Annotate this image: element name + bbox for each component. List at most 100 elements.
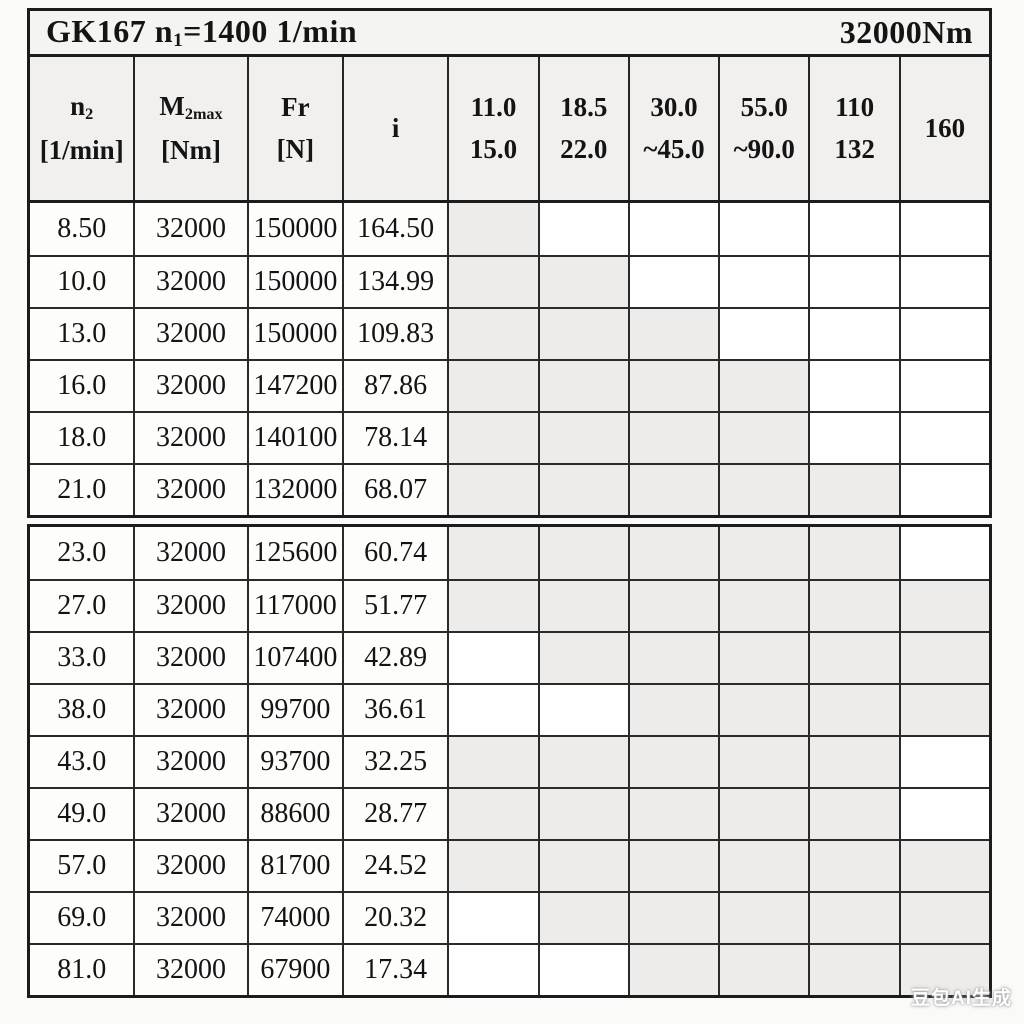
power-range-cell [627, 413, 719, 463]
power-range-cell [718, 309, 809, 359]
power-range-cell [627, 203, 719, 255]
fr-value-cell: 150000 [246, 257, 343, 307]
table-row: 33.0 32000 107400 42.89 [30, 631, 989, 683]
column-header-power-5: 110 132 [808, 57, 898, 200]
table-row: 57.0 32000 81700 24.52 [30, 839, 989, 891]
power-range-cell [808, 633, 899, 683]
power-range-cell [537, 737, 628, 787]
n2-value-cell: 16.0 [30, 361, 134, 411]
n2-value-cell: 38.0 [30, 685, 134, 735]
fr-value-cell: 140100 [246, 413, 343, 463]
ratio-value-cell: 60.74 [342, 527, 448, 579]
table-row: 16.0 32000 147200 87.86 [30, 359, 989, 411]
power-range-cell [718, 527, 809, 579]
power-range-cell [898, 257, 989, 307]
n2-value-cell: 43.0 [30, 737, 134, 787]
ratio-value-cell: 42.89 [342, 633, 448, 683]
n2-value-cell: 33.0 [30, 633, 134, 683]
power-range-cell [537, 257, 628, 307]
power-range-cell [447, 841, 538, 891]
power-range-cell [808, 203, 899, 255]
power-range-cell [627, 893, 719, 943]
fr-value-cell: 81700 [246, 841, 343, 891]
gearbox-model-title: GK167 n1=1400 1/min [46, 13, 358, 51]
power-range-cell [718, 789, 809, 839]
power-range-cell [447, 413, 538, 463]
table-row: 69.0 32000 74000 20.32 [30, 891, 989, 943]
power-range-cell [898, 309, 989, 359]
table-block-upper: GK167 n1=1400 1/min 32000Nm n2 [1/min] M… [27, 8, 992, 518]
fr-value-cell: 67900 [246, 945, 343, 995]
n2-value-cell: 10.0 [30, 257, 134, 307]
n2-value-cell: 69.0 [30, 893, 134, 943]
power-range-cell [898, 527, 989, 579]
power-range-cell [447, 737, 538, 787]
m2max-value-cell: 32000 [133, 309, 247, 359]
power-range-cell [627, 789, 719, 839]
power-range-cell [447, 203, 538, 255]
ratio-value-cell: 134.99 [342, 257, 448, 307]
power-range-cell [898, 841, 989, 891]
n2-value-cell: 49.0 [30, 789, 134, 839]
fr-value-cell: 150000 [246, 203, 343, 255]
spec-sheet: GK167 n1=1400 1/min 32000Nm n2 [1/min] M… [27, 8, 992, 998]
power-range-cell [627, 309, 719, 359]
power-range-cell [898, 581, 989, 631]
table-row: 43.0 32000 93700 32.25 [30, 735, 989, 787]
power-range-cell [808, 527, 899, 579]
m2max-value-cell: 32000 [133, 685, 247, 735]
ratio-value-cell: 28.77 [342, 789, 448, 839]
power-range-cell [537, 465, 628, 515]
fr-value-cell: 117000 [246, 581, 343, 631]
power-range-cell [537, 203, 628, 255]
column-header-i: i [342, 57, 447, 200]
column-header-m2max: M2max [Nm] [133, 57, 246, 200]
power-range-cell [808, 257, 899, 307]
power-range-cell [627, 257, 719, 307]
m2max-value-cell: 32000 [133, 465, 247, 515]
m2max-value-cell: 32000 [133, 203, 247, 255]
power-range-cell [718, 581, 809, 631]
ratio-value-cell: 68.07 [342, 465, 448, 515]
power-range-cell [898, 465, 989, 515]
m2max-value-cell: 32000 [133, 413, 247, 463]
power-range-cell [808, 309, 899, 359]
power-range-cell [537, 893, 628, 943]
table-row: 27.0 32000 117000 51.77 [30, 579, 989, 631]
power-range-cell [537, 309, 628, 359]
power-range-cell [718, 257, 809, 307]
power-range-cell [537, 945, 628, 995]
power-range-cell [718, 945, 809, 995]
power-range-cell [537, 633, 628, 683]
n2-value-cell: 13.0 [30, 309, 134, 359]
power-range-cell [447, 527, 538, 579]
power-range-cell [718, 841, 809, 891]
ratio-value-cell: 20.32 [342, 893, 448, 943]
rows-block-2: 23.0 32000 125600 60.74 27.0 32000 117000 51.77… [30, 527, 989, 995]
fr-value-cell: 88600 [246, 789, 343, 839]
power-range-cell [898, 685, 989, 735]
power-range-cell [627, 465, 719, 515]
ratio-value-cell: 51.77 [342, 581, 448, 631]
column-header-power-2: 18.5 22.0 [537, 57, 628, 200]
power-range-cell [718, 685, 809, 735]
rows-block-1: 8.50 32000 150000 164.50 10.0 32000 150000 134.… [30, 203, 989, 515]
power-range-cell [718, 465, 809, 515]
m2max-value-cell: 32000 [133, 581, 247, 631]
power-range-cell [718, 737, 809, 787]
table-row: 38.0 32000 99700 36.61 [30, 683, 989, 735]
fr-value-cell: 99700 [246, 685, 343, 735]
table-row: 13.0 32000 150000 109.83 [30, 307, 989, 359]
power-range-cell [627, 633, 719, 683]
power-range-cell [627, 527, 719, 579]
power-range-cell [718, 413, 809, 463]
power-range-cell [718, 633, 809, 683]
column-header-power-4: 55.0 ~90.0 [718, 57, 808, 200]
table-row: 18.0 32000 140100 78.14 [30, 411, 989, 463]
power-range-cell [808, 685, 899, 735]
power-range-cell [898, 789, 989, 839]
power-range-cell [537, 789, 628, 839]
table-row: 23.0 32000 125600 60.74 [30, 527, 989, 579]
title-bar: GK167 n1=1400 1/min 32000Nm [30, 11, 989, 57]
power-range-cell [447, 581, 538, 631]
